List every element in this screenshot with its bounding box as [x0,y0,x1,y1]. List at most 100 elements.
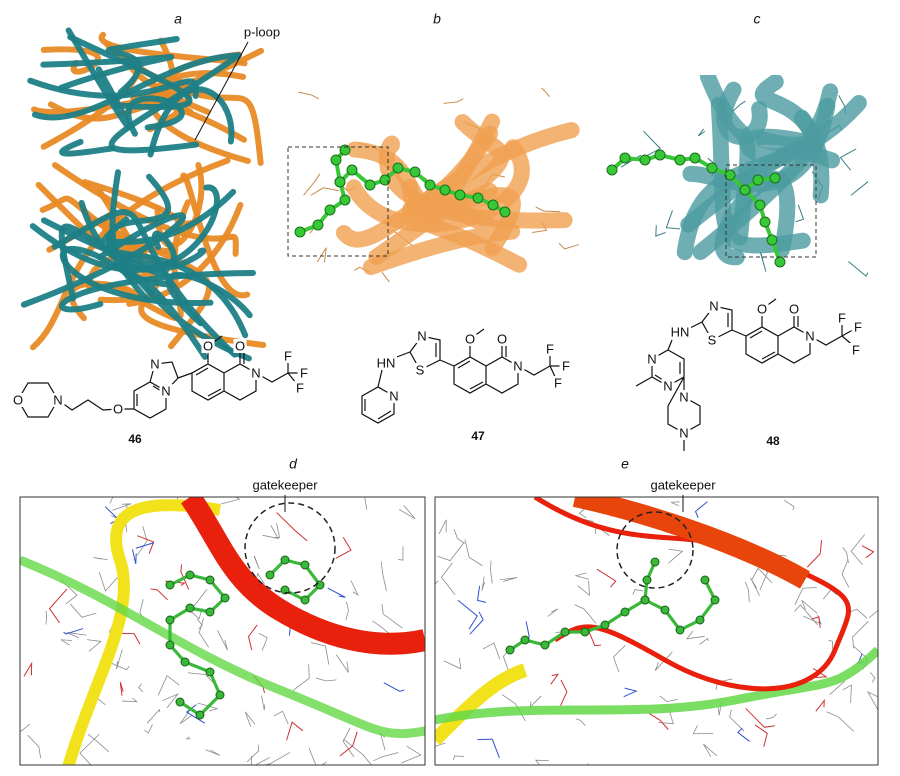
residue-stick [70,603,97,618]
ligand-atom [265,570,275,580]
residue-stick [586,626,601,647]
ligand-atom [205,575,215,585]
atom-label: N [805,328,814,343]
residue-stick [469,611,484,635]
residue-stick [310,187,340,196]
compound-number: 47 [471,429,485,443]
residue-stick [665,210,681,230]
atom-label: N [251,365,260,380]
residue-stick [335,536,352,559]
ligand-atom [752,174,764,186]
residue-stick [136,526,148,556]
residue-stick [541,88,551,98]
residue-stick [744,581,750,603]
residue-stick [276,512,308,542]
atom-label: N [513,358,522,373]
ligand-atom [505,645,515,655]
ribbon [99,216,249,339]
residue-stick [135,542,154,549]
residue-stick [632,589,644,595]
ribbon [20,212,186,308]
residue-stick [729,709,745,732]
residue-stick [380,561,387,592]
residue-stick [745,708,775,728]
residue-stick [812,616,821,628]
residue-stick [144,724,153,734]
atom-label: F [838,310,846,325]
residue-stick [668,548,684,564]
residue-stick [766,713,777,720]
residue-stick [179,710,193,725]
panel-label: b [433,11,441,27]
residue-stick [795,204,805,223]
ligand-atom [774,256,786,268]
ligand-atom [520,635,530,645]
residue-stick [48,588,68,624]
atom-background [148,357,162,371]
atom-label: O [497,331,507,346]
ribbon [20,555,425,739]
atom-label: N [150,356,159,371]
atom-label: N [709,298,718,313]
atom-label: S [708,332,717,347]
residue-stick [499,577,518,582]
residue-stick [861,545,875,559]
atom-label: O [465,331,475,346]
residue-stick [116,649,123,670]
panel-e-frame [434,496,879,766]
residue-stick [23,661,33,677]
ligand-stick [299,165,507,234]
residue-stick [308,747,328,765]
residue-stick [263,751,291,765]
bond-skeleton [635,298,859,451]
ligand-atom [185,603,195,613]
ribbon [40,217,177,269]
residue-stick [185,704,206,724]
residue-stick [303,173,321,196]
ligand-atom [346,164,358,176]
atom-background [755,302,769,316]
ribbon [533,497,852,692]
residue-stick [137,535,155,554]
residue-stick [612,645,626,673]
residue-stick [250,755,271,765]
residue-stick [850,181,868,196]
residue-stick [754,724,768,747]
atom-label: F [296,380,304,395]
ligand-atom [600,620,610,630]
residue-stick [839,148,857,171]
residue-stick [658,710,674,725]
atom-background [551,376,565,390]
atom-label: N [161,383,170,398]
residue-stick [670,501,680,507]
residue-stick [221,497,241,505]
ligand-atom [700,575,710,585]
residue-stick [737,727,750,742]
residue-stick [111,663,130,671]
ligand-atom [312,219,324,231]
residue-stick [180,564,190,590]
ribbon [113,199,191,322]
atom-label: O [757,301,767,316]
atom-background [851,320,865,334]
residue-stick [273,710,289,725]
ribbon [714,170,796,266]
residue-stick [198,618,210,648]
atom-label: O [113,401,123,416]
ribbon [362,186,521,276]
atom-label: F [554,375,562,390]
ligand-atom [454,189,466,201]
residue-stick [93,557,108,561]
residue-stick [438,519,447,535]
residue-stick [122,697,139,703]
ligand-atom [165,580,175,590]
residue-stick [146,708,161,724]
residue-stick [247,624,258,651]
residue-stick [842,684,852,704]
atom-background [707,299,721,313]
annotation: gatekeeper [252,477,318,492]
atom-label: N [389,388,398,403]
atom-label: N [647,351,656,366]
residue-stick [643,130,662,157]
